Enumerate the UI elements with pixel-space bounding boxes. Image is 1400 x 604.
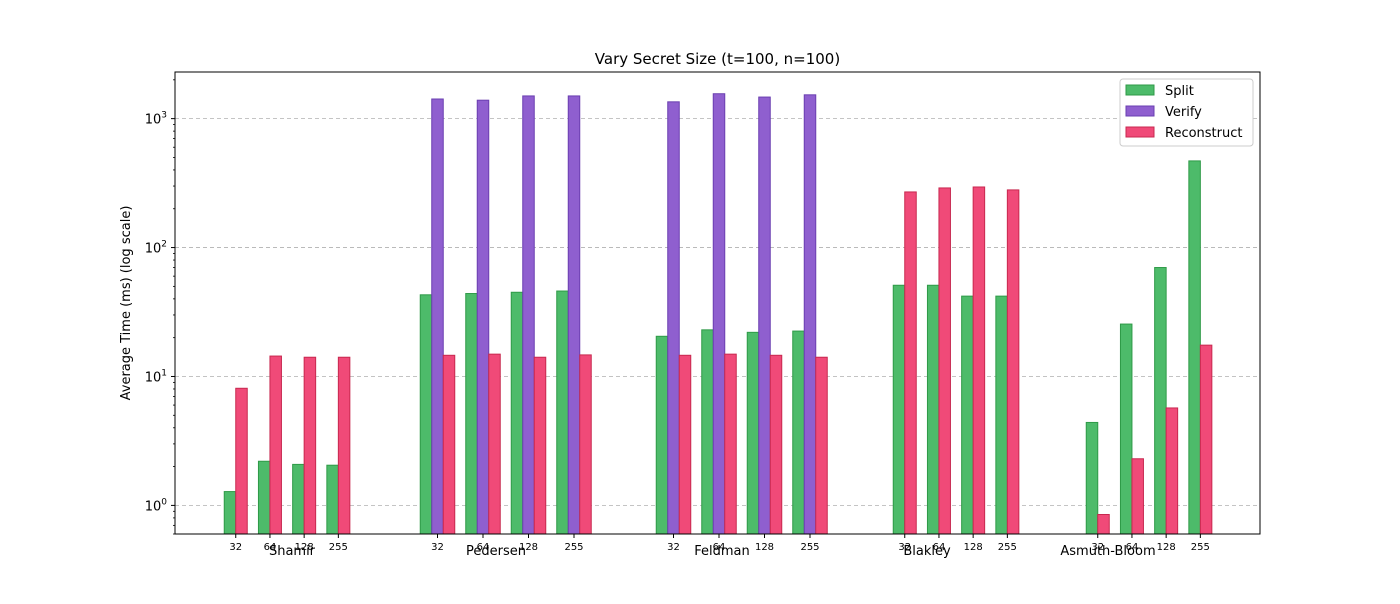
bar-reconstruct xyxy=(488,353,501,535)
bar-reconstruct xyxy=(1165,407,1179,535)
bar-reconstruct xyxy=(815,356,828,535)
y-axis-label: Average Time (ms) (log scale) xyxy=(119,206,134,401)
x-tick-label: 128 xyxy=(1157,542,1176,553)
x-tick-label: 64 xyxy=(1126,542,1139,553)
bar-verify xyxy=(803,94,817,535)
bar-reconstruct xyxy=(1131,458,1144,535)
bar-reconstruct xyxy=(303,356,317,535)
x-tick-label: 32 xyxy=(431,542,444,553)
bar-reconstruct xyxy=(337,356,351,535)
y-tick-label: 102 xyxy=(145,240,167,257)
legend-swatch-split xyxy=(1125,84,1155,96)
x-tick-label: 32 xyxy=(898,542,911,553)
bar-verify xyxy=(712,93,726,535)
bar-split xyxy=(257,460,271,535)
bar-split xyxy=(326,464,339,535)
chart-title: Vary Secret Size (t=100, n=100) xyxy=(595,50,840,68)
bar-reconstruct xyxy=(533,356,547,535)
bar-split xyxy=(701,329,714,535)
bar-split xyxy=(1188,160,1201,535)
x-tick-label: 32 xyxy=(667,542,680,553)
y-axis: 100 101 102 103 xyxy=(145,79,175,535)
bar-reconstruct xyxy=(235,387,248,535)
bar-reconstruct xyxy=(678,354,692,535)
legend-swatch-verify xyxy=(1125,105,1155,117)
x-tick-label: 64 xyxy=(933,542,946,553)
bar-reconstruct xyxy=(1199,344,1213,535)
bar-verify xyxy=(522,95,535,535)
plot-frame xyxy=(174,71,1261,535)
x-tick-label: 255 xyxy=(1191,542,1210,553)
bar-split xyxy=(1085,421,1099,535)
group-label: Shamir xyxy=(269,544,316,559)
x-tick-label: 32 xyxy=(229,542,242,553)
bar-split xyxy=(556,290,569,535)
bar-reconstruct xyxy=(442,354,456,535)
legend-label-verify: Verify xyxy=(1165,105,1202,120)
bar-reconstruct xyxy=(972,186,986,535)
legend-label-reconstruct: Reconstruct xyxy=(1165,126,1243,141)
bar-split xyxy=(1154,267,1167,535)
group-label: Blakley xyxy=(903,544,951,559)
bar-split xyxy=(292,463,305,535)
bar-split xyxy=(465,293,478,535)
x-tick-label: 255 xyxy=(329,542,348,553)
bar-verify xyxy=(476,99,490,535)
bar-split xyxy=(995,295,1008,535)
y-tick-label: 103 xyxy=(145,111,167,128)
bar-split xyxy=(655,335,669,535)
bar-verify xyxy=(431,98,444,535)
y-tick-label: 101 xyxy=(145,368,167,385)
bar-verify xyxy=(667,101,680,535)
bar-verify xyxy=(758,96,771,535)
y-tick-label: 100 xyxy=(145,497,168,514)
bar-split xyxy=(746,331,760,535)
bar-reconstruct xyxy=(938,187,951,535)
bar-reconstruct xyxy=(724,353,737,535)
bar-reconstruct xyxy=(904,191,917,535)
bar-split xyxy=(1119,323,1133,535)
group-label: Pedersen xyxy=(466,544,526,559)
legend-swatch-reconstruct xyxy=(1125,126,1155,138)
group-label: Feldman xyxy=(694,544,750,559)
legend-label-split: Split xyxy=(1165,84,1194,99)
bar-reconstruct xyxy=(579,354,592,535)
group-label: Asmuth-Bloom xyxy=(1060,544,1155,559)
x-tick-label: 64 xyxy=(477,542,490,553)
x-tick-label: 32 xyxy=(1091,542,1104,553)
bar-split xyxy=(223,491,237,535)
x-tick-label: 255 xyxy=(800,542,819,553)
bars xyxy=(223,93,1213,535)
bar-reconstruct xyxy=(1097,513,1110,535)
x-tick-label: 128 xyxy=(519,542,538,553)
bar-split xyxy=(961,295,974,535)
bar-split xyxy=(510,291,524,535)
x-axis: 32 64 128 255 Shamir 32 64 128 255 Pedersen 32 64 12… xyxy=(229,534,1210,559)
x-tick-label: 128 xyxy=(964,542,983,553)
x-tick-label: 128 xyxy=(295,542,314,553)
x-tick-label: 128 xyxy=(755,542,774,553)
bar-verify xyxy=(567,95,581,535)
bar-reconstruct xyxy=(1006,189,1020,535)
bar-reconstruct xyxy=(769,354,783,535)
x-tick-label: 64 xyxy=(264,542,277,553)
bar-split xyxy=(892,284,906,535)
x-tick-label: 255 xyxy=(564,542,583,553)
bar-reconstruct xyxy=(269,355,282,535)
bar-split xyxy=(926,284,940,535)
bar-split xyxy=(419,294,433,535)
x-tick-label: 255 xyxy=(998,542,1017,553)
bar-split xyxy=(792,330,805,535)
x-tick-label: 64 xyxy=(713,542,726,553)
legend: Split Verify Reconstruct xyxy=(1119,78,1254,147)
